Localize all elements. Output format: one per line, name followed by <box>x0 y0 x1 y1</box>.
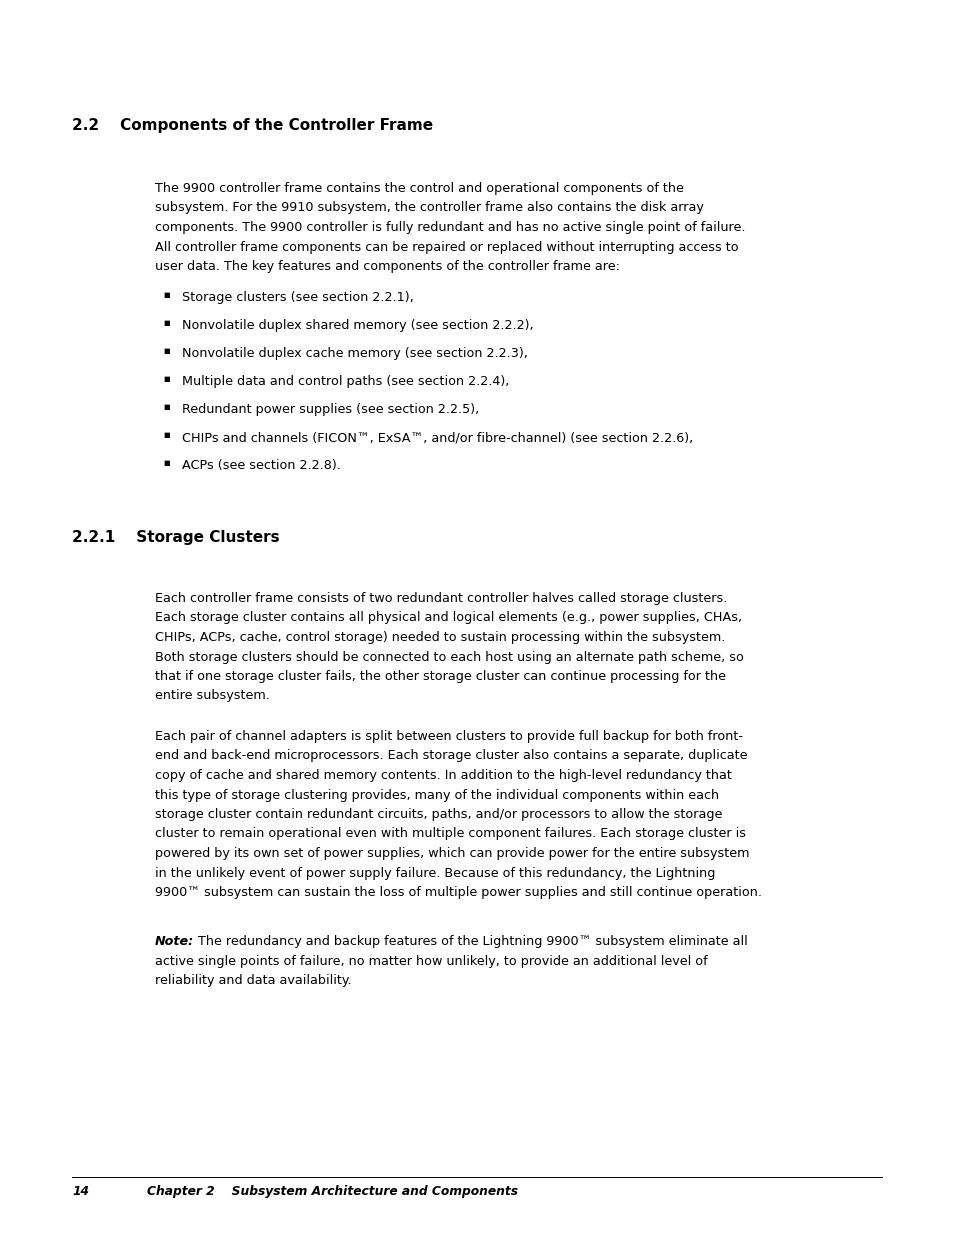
Text: 2.2.1    Storage Clusters: 2.2.1 Storage Clusters <box>71 530 279 545</box>
Text: user data. The key features and components of the controller frame are:: user data. The key features and componen… <box>154 261 619 273</box>
Text: subsystem. For the 9910 subsystem, the controller frame also contains the disk a: subsystem. For the 9910 subsystem, the c… <box>154 201 703 215</box>
Text: 2.2    Components of the Controller Frame: 2.2 Components of the Controller Frame <box>71 119 433 133</box>
Text: Each controller frame consists of two redundant controller halves called storage: Each controller frame consists of two re… <box>154 592 726 605</box>
Text: entire subsystem.: entire subsystem. <box>154 689 270 703</box>
Text: ■: ■ <box>163 375 170 382</box>
Text: copy of cache and shared memory contents. In addition to the high-level redundan: copy of cache and shared memory contents… <box>154 769 731 782</box>
Text: Storage clusters (see section 2.2.1),: Storage clusters (see section 2.2.1), <box>182 291 414 305</box>
Text: Multiple data and control paths (see section 2.2.4),: Multiple data and control paths (see sec… <box>182 375 509 389</box>
Text: powered by its own set of power supplies, which can provide power for the entire: powered by its own set of power supplies… <box>154 847 749 860</box>
Text: 9900™ subsystem can sustain the loss of multiple power supplies and still contin: 9900™ subsystem can sustain the loss of … <box>154 885 761 899</box>
Text: CHIPs and channels (FICON™, ExSA™, and/or fibre-channel) (see section 2.2.6),: CHIPs and channels (FICON™, ExSA™, and/o… <box>182 431 693 445</box>
Text: ■: ■ <box>163 459 170 466</box>
Text: this type of storage clustering provides, many of the individual components with: this type of storage clustering provides… <box>154 788 719 802</box>
Text: ■: ■ <box>163 404 170 410</box>
Text: Each pair of channel adapters is split between clusters to provide full backup f: Each pair of channel adapters is split b… <box>154 730 742 743</box>
Text: Nonvolatile duplex shared memory (see section 2.2.2),: Nonvolatile duplex shared memory (see se… <box>182 320 533 332</box>
Text: in the unlikely event of power supply failure. Because of this redundancy, the L: in the unlikely event of power supply fa… <box>154 867 715 879</box>
Text: reliability and data availability.: reliability and data availability. <box>154 974 352 987</box>
Text: Both storage clusters should be connected to each host using an alternate path s: Both storage clusters should be connecte… <box>154 651 743 663</box>
Text: Redundant power supplies (see section 2.2.5),: Redundant power supplies (see section 2.… <box>182 404 478 416</box>
Text: Each storage cluster contains all physical and logical elements (e.g., power sup: Each storage cluster contains all physic… <box>154 611 741 625</box>
Text: cluster to remain operational even with multiple component failures. Each storag: cluster to remain operational even with … <box>154 827 745 841</box>
Text: storage cluster contain redundant circuits, paths, and/or processors to allow th: storage cluster contain redundant circui… <box>154 808 721 821</box>
Text: Chapter 2    Subsystem Architecture and Components: Chapter 2 Subsystem Architecture and Com… <box>147 1186 517 1198</box>
Text: ■: ■ <box>163 431 170 437</box>
Text: Note:: Note: <box>154 935 194 948</box>
Text: end and back-end microprocessors. Each storage cluster also contains a separate,: end and back-end microprocessors. Each s… <box>154 750 747 762</box>
Text: CHIPs, ACPs, cache, control storage) needed to sustain processing within the sub: CHIPs, ACPs, cache, control storage) nee… <box>154 631 724 643</box>
Text: active single points of failure, no matter how unlikely, to provide an additiona: active single points of failure, no matt… <box>154 955 707 967</box>
Text: The 9900 controller frame contains the control and operational components of the: The 9900 controller frame contains the c… <box>154 182 683 195</box>
Text: that if one storage cluster fails, the other storage cluster can continue proces: that if one storage cluster fails, the o… <box>154 671 725 683</box>
Text: ■: ■ <box>163 320 170 326</box>
Text: components. The 9900 controller is fully redundant and has no active single poin: components. The 9900 controller is fully… <box>154 221 744 233</box>
Text: ■: ■ <box>163 291 170 298</box>
Text: ACPs (see section 2.2.8).: ACPs (see section 2.2.8). <box>182 459 340 473</box>
Text: The redundancy and backup features of the Lightning 9900™ subsystem eliminate al: The redundancy and backup features of th… <box>190 935 747 948</box>
Text: ■: ■ <box>163 347 170 353</box>
Text: Nonvolatile duplex cache memory (see section 2.2.3),: Nonvolatile duplex cache memory (see sec… <box>182 347 527 361</box>
Text: 14: 14 <box>71 1186 89 1198</box>
Text: All controller frame components can be repaired or replaced without interrupting: All controller frame components can be r… <box>154 241 738 253</box>
